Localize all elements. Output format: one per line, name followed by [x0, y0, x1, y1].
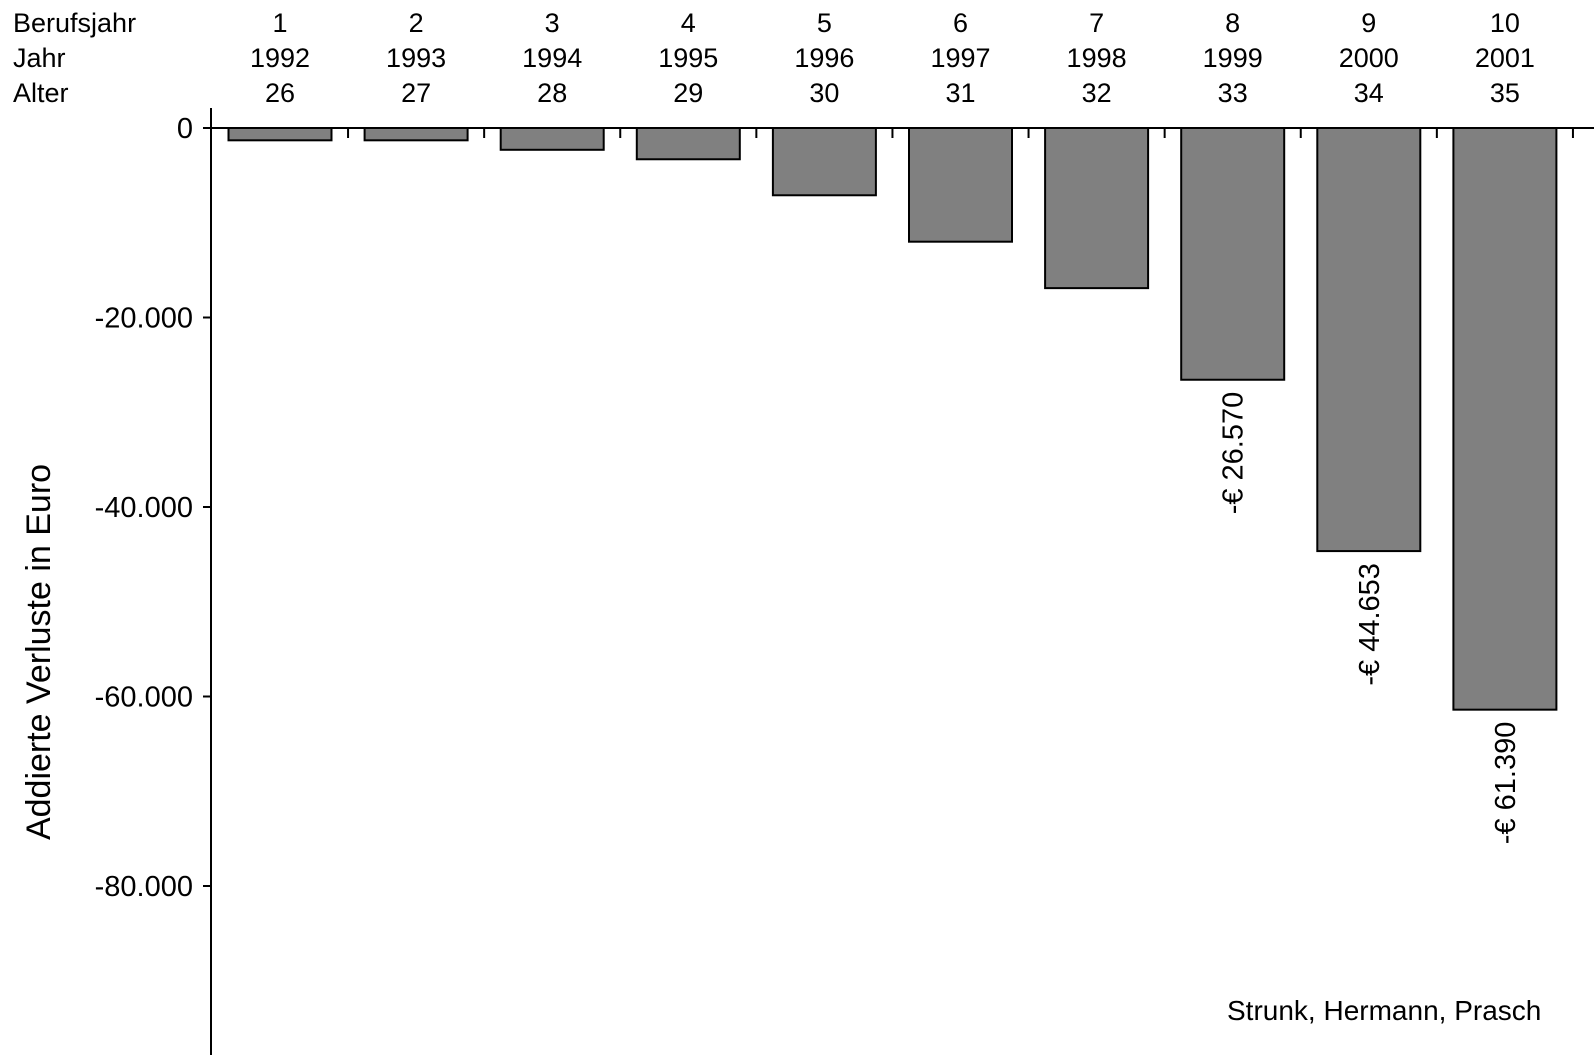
header-cell: 27: [401, 78, 431, 108]
bar-8: [1180, 127, 1286, 381]
header-cell: 31: [945, 78, 975, 108]
y-axis-label: Addierte Verluste in Euro: [20, 464, 58, 840]
header-cell: 2001: [1475, 43, 1535, 73]
header-row-label: Jahr: [13, 43, 66, 73]
header-cell: 26: [265, 78, 295, 108]
header-cell: 1996: [794, 43, 854, 73]
header-cell: 34: [1354, 78, 1384, 108]
header-cell: 33: [1218, 78, 1248, 108]
bar-2: [363, 127, 469, 142]
x-ticks: [347, 127, 1574, 138]
y-tick-label: 0: [177, 113, 193, 145]
header-cell: 1995: [658, 43, 718, 73]
header-cell: 8: [1225, 8, 1240, 38]
y-tick-label: -40.000: [95, 492, 193, 524]
header-cell: 10: [1490, 8, 1520, 38]
header-cell: 6: [953, 8, 968, 38]
header-cell: 32: [1082, 78, 1112, 108]
header-cell: 1992: [250, 43, 310, 73]
header-cell: 1994: [522, 43, 582, 73]
header-cell: 1993: [386, 43, 446, 73]
data-label: -€ 44.653: [1354, 563, 1386, 686]
y-tick-label: -80.000: [95, 871, 193, 903]
header-cell: 1: [272, 8, 287, 38]
header-cell: 35: [1490, 78, 1520, 108]
header-row-label: Alter: [13, 78, 69, 108]
bar-7: [1044, 127, 1150, 290]
header-cell: 29: [673, 78, 703, 108]
y-tick-label: -60.000: [95, 682, 193, 714]
header-cell: 4: [681, 8, 696, 38]
bar-3: [499, 127, 605, 151]
bar-4: [635, 127, 741, 161]
header-cell: 1999: [1203, 43, 1263, 73]
header-cell: 1998: [1067, 43, 1127, 73]
bar-9: [1316, 127, 1422, 553]
header-cell: 2: [409, 8, 424, 38]
bar-1: [227, 127, 333, 142]
data-labels: -€ 26.570 -€ 44.653 -€ 61.390: [1218, 392, 1522, 844]
header-row-label: Berufsjahr: [13, 8, 136, 38]
header-cell: 30: [809, 78, 839, 108]
header-cell: 5: [817, 8, 832, 38]
header-cell: 28: [537, 78, 567, 108]
y-ticks: 0 -20.000 -40.000 -60.000 -80.000: [95, 113, 211, 903]
bar-10: [1452, 127, 1558, 711]
data-label: -€ 26.570: [1218, 392, 1250, 515]
bar-6: [908, 127, 1013, 243]
header-cell: 2000: [1339, 43, 1399, 73]
header-cell: 3: [545, 8, 560, 38]
data-label: -€ 61.390: [1490, 722, 1522, 845]
header-cell: 7: [1089, 8, 1104, 38]
y-tick-label: -20.000: [95, 303, 193, 335]
header-cell: 9: [1361, 8, 1376, 38]
header-cell: 1997: [930, 43, 990, 73]
source-note: Strunk, Hermann, Prasch: [1227, 995, 1541, 1026]
bar-5: [771, 127, 877, 197]
